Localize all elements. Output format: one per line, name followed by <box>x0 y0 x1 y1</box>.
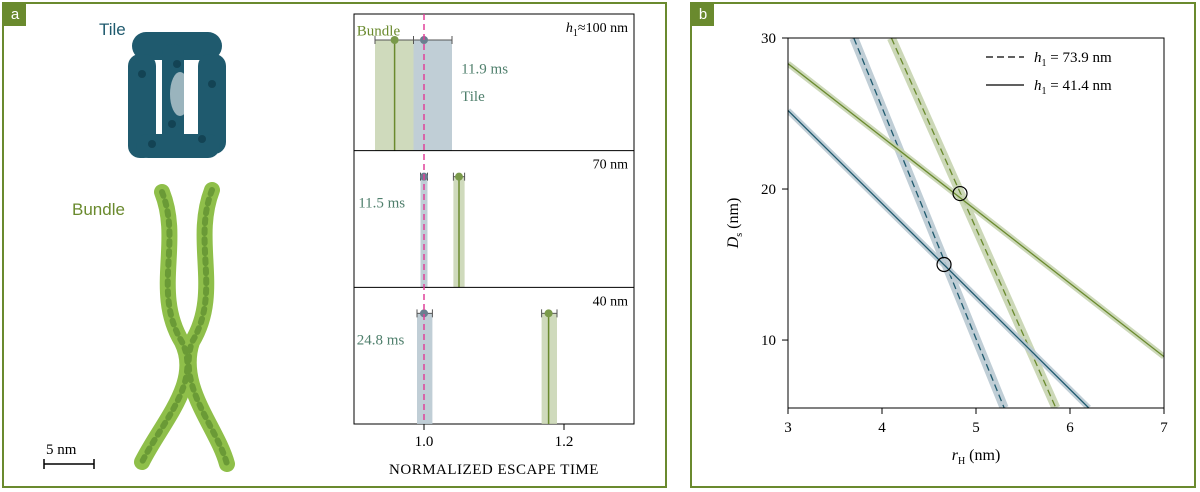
x-tick-label: 7 <box>1160 420 1168 436</box>
x-tick-label: 5 <box>972 420 980 436</box>
row-label: h1≈100 nm <box>566 21 628 39</box>
row-annotation: 11.9 ms <box>461 62 508 78</box>
bundle-point <box>390 36 399 44</box>
legend-entry: h1 = 41.4 nm <box>1034 78 1112 97</box>
bundle-point <box>455 172 463 181</box>
y-tick-label: 30 <box>761 31 776 47</box>
x-tick-label: 4 <box>878 420 886 436</box>
scale-bar <box>43 459 95 469</box>
plot-frame <box>353 13 635 425</box>
tile-bar <box>413 40 452 151</box>
row-annotation: Bundle <box>357 23 401 39</box>
panel-b: b 3 4 5 6 7 10 20 30 rH (nm) Ds (nm) h1 = 73.9 nm h… <box>690 2 1196 488</box>
panel-a-tag: a <box>4 4 26 26</box>
x-axis-variable: r <box>952 447 959 464</box>
row-label-value: ≈100 nm <box>578 21 628 36</box>
intersection-marker <box>936 256 952 273</box>
tile-structure-label: Tile <box>99 20 126 39</box>
legend-value: = 73.9 nm <box>1047 50 1112 66</box>
intersection-marker <box>952 185 968 202</box>
series-line <box>788 63 1164 358</box>
y-axis-label: Ds (nm) <box>725 198 745 250</box>
row-label-variable: h <box>566 21 573 36</box>
y-axis-subscript: s <box>734 233 745 237</box>
row-label: 70 nm <box>593 158 629 173</box>
panel-b-tag: b <box>692 4 714 26</box>
x-axis-label: rH (nm) <box>952 447 1001 467</box>
row-annotation: 11.5 ms <box>358 196 405 212</box>
x-axis-unit: (nm) <box>965 447 1000 464</box>
row-annotation: 24.8 ms <box>357 332 405 348</box>
series-group <box>788 38 1164 408</box>
tile-molecule-image <box>128 32 226 158</box>
legend-subscript: 1 <box>1042 58 1047 69</box>
row-label: 40 nm <box>593 294 629 309</box>
legend-variable: h <box>1034 78 1042 94</box>
x-tick-label: 1.0 <box>415 434 434 450</box>
y-axis-unit: (nm) <box>725 198 742 233</box>
row-label-subscript: 1 <box>573 28 578 39</box>
bundle-molecule-image <box>134 182 235 472</box>
y-axis-variable: D <box>725 236 742 249</box>
tile-point <box>420 309 428 318</box>
row-annotation: Tile <box>461 89 485 105</box>
panel-a: a Tile Bundle <box>2 2 667 488</box>
legend-value: = 41.4 nm <box>1047 78 1112 94</box>
bundle-point <box>544 309 553 318</box>
legend-entry: h1 = 73.9 nm <box>1034 50 1112 69</box>
series-line <box>853 38 1005 408</box>
x-tick-label: 1.2 <box>555 434 574 450</box>
legend-subscript: 1 <box>1042 86 1047 97</box>
x-axis-label: NORMALIZED ESCAPE TIME <box>389 462 599 478</box>
x-tick-label: 3 <box>784 420 792 436</box>
bundle-structure-label: Bundle <box>72 200 125 219</box>
series-line <box>890 38 1057 408</box>
x-axis-subscript: H <box>958 456 965 467</box>
y-tick-label: 10 <box>761 333 776 349</box>
escape-time-chart: h1≈100 nm Bundle 11.9 ms Tile 70 nm 11.5 ms 40… <box>353 13 635 478</box>
scale-bar-label: 5 nm <box>46 442 77 458</box>
tile-bar <box>420 176 428 288</box>
series-line <box>788 110 1090 408</box>
y-tick-label: 20 <box>761 182 776 198</box>
legend-variable: h <box>1034 50 1042 66</box>
x-tick-label: 6 <box>1066 420 1074 436</box>
